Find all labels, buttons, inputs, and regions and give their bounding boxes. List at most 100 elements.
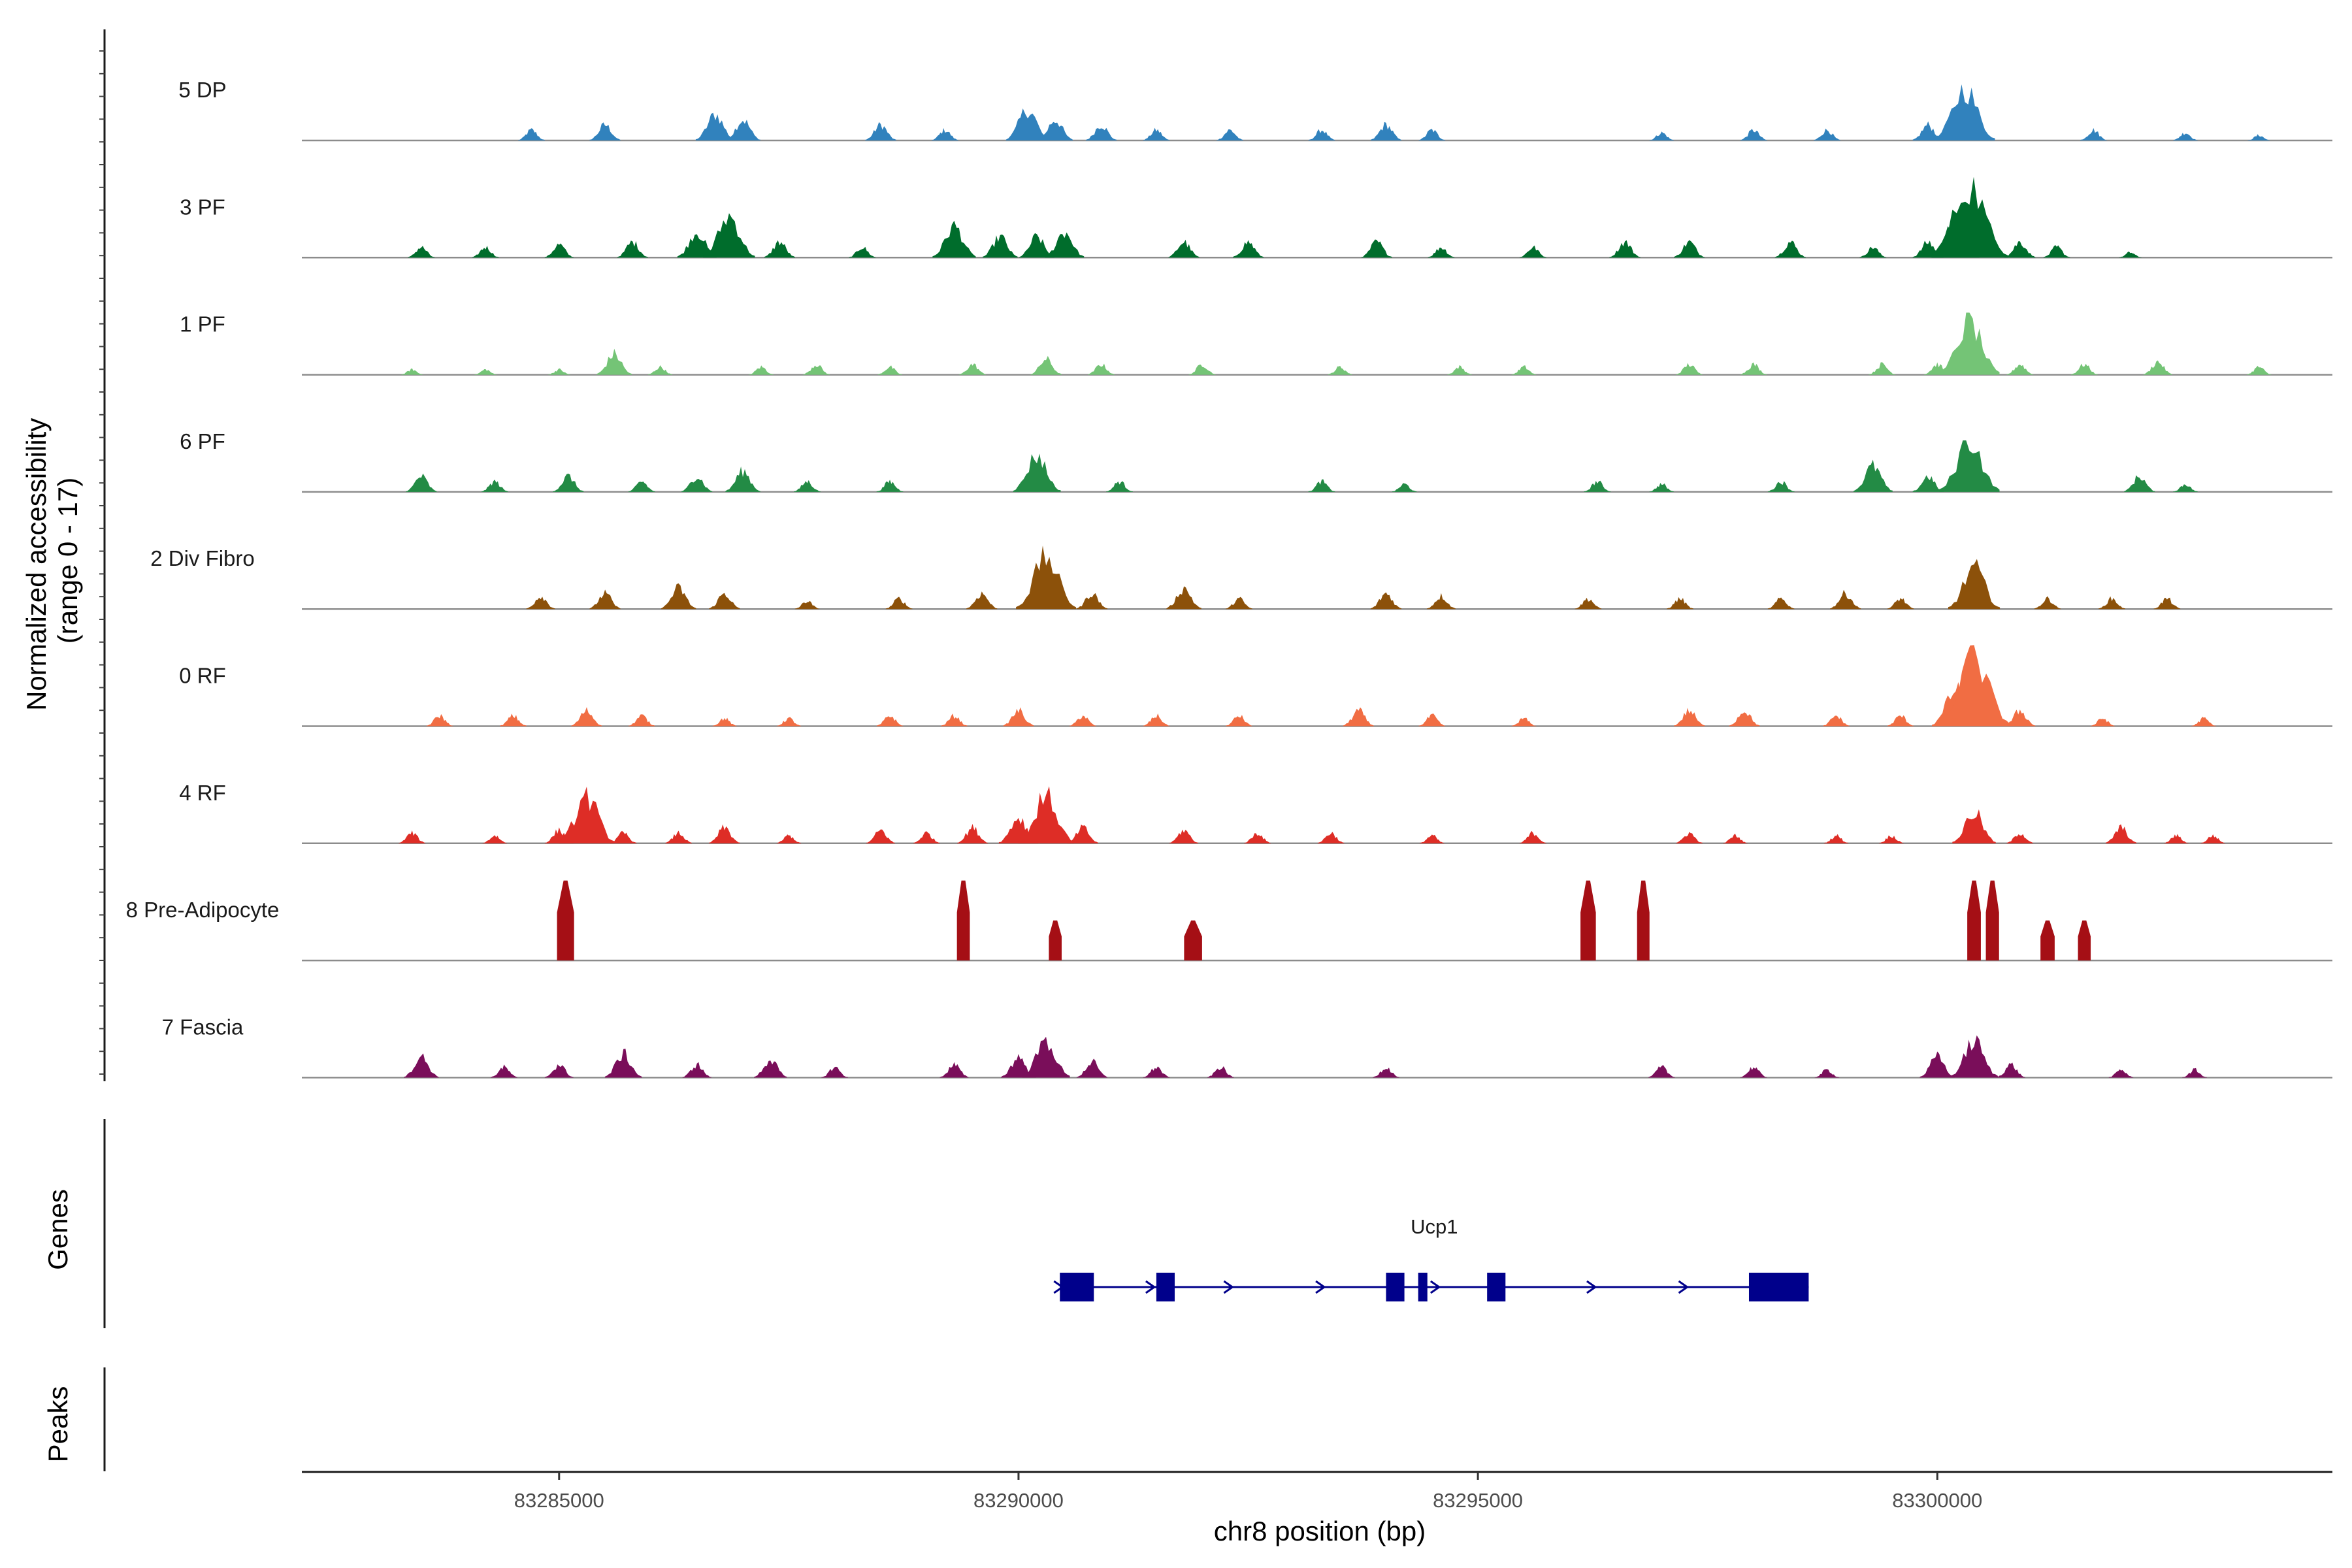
coverage-peak [1018, 786, 1074, 843]
track-label: 2 Div Fibro [150, 546, 255, 570]
coverage-peak [1919, 1051, 1955, 1078]
x-tick-label: 83295000 [1433, 1489, 1523, 1512]
coverage-peak [877, 365, 902, 375]
coverage-peak [865, 122, 896, 140]
coverage-peak [1069, 715, 1096, 727]
coverage-peak [1419, 834, 1445, 843]
strand-arrow [1678, 1280, 1690, 1294]
coverage-peak [1168, 240, 1200, 258]
gene-name-label: Ucp1 [1411, 1215, 1458, 1238]
coverage-peak [2153, 597, 2181, 610]
coverage-peak [559, 787, 615, 843]
coverage-peak [1030, 355, 1062, 375]
coverage-peak [2246, 365, 2272, 375]
coverage-peak [1967, 880, 1981, 961]
coverage-peak [2119, 252, 2142, 258]
coverage-peak [2004, 710, 2036, 727]
coverage-peak [2040, 920, 2055, 961]
coverage-peak [1511, 717, 1537, 727]
coverage-peak [849, 246, 876, 258]
coverage-peak [1317, 832, 1345, 843]
coverage-peak [1649, 131, 1674, 140]
coverage-peak [628, 714, 655, 727]
coverage-peak [1088, 363, 1115, 375]
coverage-peak [1169, 829, 1199, 843]
coverage-peak [1667, 596, 1693, 610]
strand-arrow [1429, 1280, 1441, 1294]
coverage-peak [544, 243, 574, 258]
coverage-peak [1143, 713, 1170, 727]
coverage-peak [1361, 239, 1393, 258]
coverage-peak [754, 1060, 787, 1078]
coverage-peak [709, 593, 740, 610]
coverage-peak [481, 480, 508, 492]
coverage-peak [1673, 708, 1705, 727]
coverage-peak [472, 246, 499, 258]
coverage-peak [1931, 176, 2008, 258]
coverage-peak [876, 480, 904, 492]
coverage-peak [1912, 121, 1944, 140]
coverage-peak [1370, 592, 1402, 610]
track-label: 3 PF [180, 195, 225, 219]
coverage-peak [1166, 586, 1201, 610]
coverage-peak [966, 591, 998, 610]
coverage-peak [1343, 707, 1374, 727]
coverage-peak [1996, 1062, 2025, 1078]
coverage-peak [1001, 1054, 1036, 1078]
coverage-peak [1244, 833, 1271, 843]
coverage-peak [1013, 453, 1061, 492]
coverage-peak [1950, 1035, 1998, 1078]
peaks-panel-title: Peaks [42, 1386, 73, 1463]
track-label: 5 DP [178, 78, 226, 102]
coverage-peak [1823, 715, 1850, 727]
coverage-peak [1648, 1065, 1675, 1078]
coverage-peak [1814, 1069, 1840, 1078]
coverage-peak [2090, 719, 2115, 727]
coverage-peak [1520, 830, 1546, 843]
coverage-peak [725, 466, 760, 492]
coverage-peak [474, 369, 497, 375]
coverage-peak [932, 220, 976, 258]
coverage-peak [695, 112, 735, 140]
coverage-peak [677, 234, 717, 258]
x-tick-label: 83300000 [1892, 1489, 1982, 1512]
coverage-peak [1184, 920, 1202, 961]
coverage-peak [1937, 645, 2011, 727]
coverage-peak [1426, 593, 1456, 610]
coverage-peak [482, 835, 508, 843]
coverage-peak [1729, 712, 1760, 727]
coverage-peak [1418, 713, 1446, 727]
coverage-peak [1814, 128, 1840, 140]
coverage-peak [1022, 1036, 1070, 1078]
coverage-peak [885, 596, 913, 610]
coverage-peak [1767, 597, 1795, 610]
coverage-peak [1232, 240, 1264, 258]
coverage-peak [932, 128, 958, 140]
track-4: 2 Div Fibro [150, 546, 2332, 610]
track-label: 0 RF [179, 664, 226, 688]
coverage-peak [2034, 596, 2061, 610]
coverage-peak [1580, 880, 1596, 961]
coverage-peak [2191, 717, 2216, 727]
coverage-peak [2173, 133, 2198, 140]
coverage-peak [647, 365, 673, 375]
coverage-peak [776, 717, 802, 727]
coverage-peak [957, 824, 988, 843]
coverage-peak [913, 831, 940, 843]
coverage-peak [1143, 1066, 1170, 1078]
genes-panel-title: Genes [42, 1189, 73, 1270]
coverage-peak [2004, 241, 2036, 258]
coverage-peak [1740, 129, 1767, 140]
track-label: 8 Pre-Adipocyte [126, 898, 280, 922]
coverage-peak [682, 1062, 711, 1078]
coverage-peak [725, 120, 760, 140]
coverage-peak [1392, 483, 1417, 492]
gene-exon [1487, 1273, 1506, 1301]
coverage-peak [794, 480, 821, 492]
coverage-peak [544, 1064, 574, 1078]
coverage-peak [1511, 365, 1537, 375]
coverage-peak [1859, 246, 1887, 258]
coverage-peak [557, 880, 574, 961]
gene-exon [1060, 1273, 1094, 1301]
